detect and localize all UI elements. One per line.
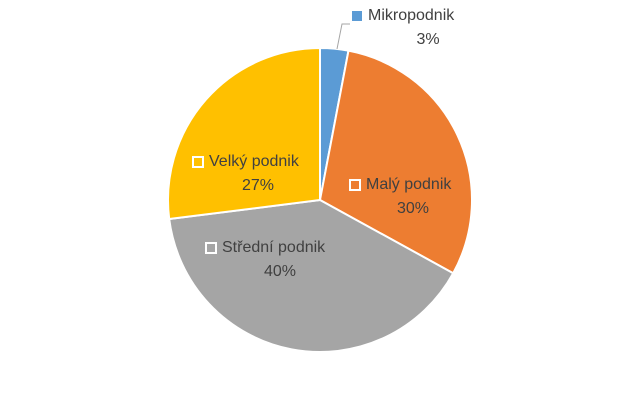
value-label: 40%: [264, 263, 296, 280]
slice-label: Malý podnik: [366, 176, 452, 193]
pie-slice: [168, 198, 455, 353]
legend-key: [349, 179, 361, 191]
slice-label: Velký podnik: [209, 153, 300, 170]
leader-line: [336, 23, 350, 50]
value-label: 30%: [397, 200, 429, 217]
pie-slice: [318, 49, 473, 275]
slice-label: Mikropodnik: [368, 7, 455, 24]
legend-key: [205, 242, 217, 254]
value-label: 27%: [242, 177, 274, 194]
slice-label: Střední podnik: [222, 239, 326, 256]
pie-slice: [167, 46, 321, 221]
legend-key: [192, 156, 204, 168]
value-label: 3%: [416, 31, 439, 48]
legend-key: [352, 11, 362, 21]
